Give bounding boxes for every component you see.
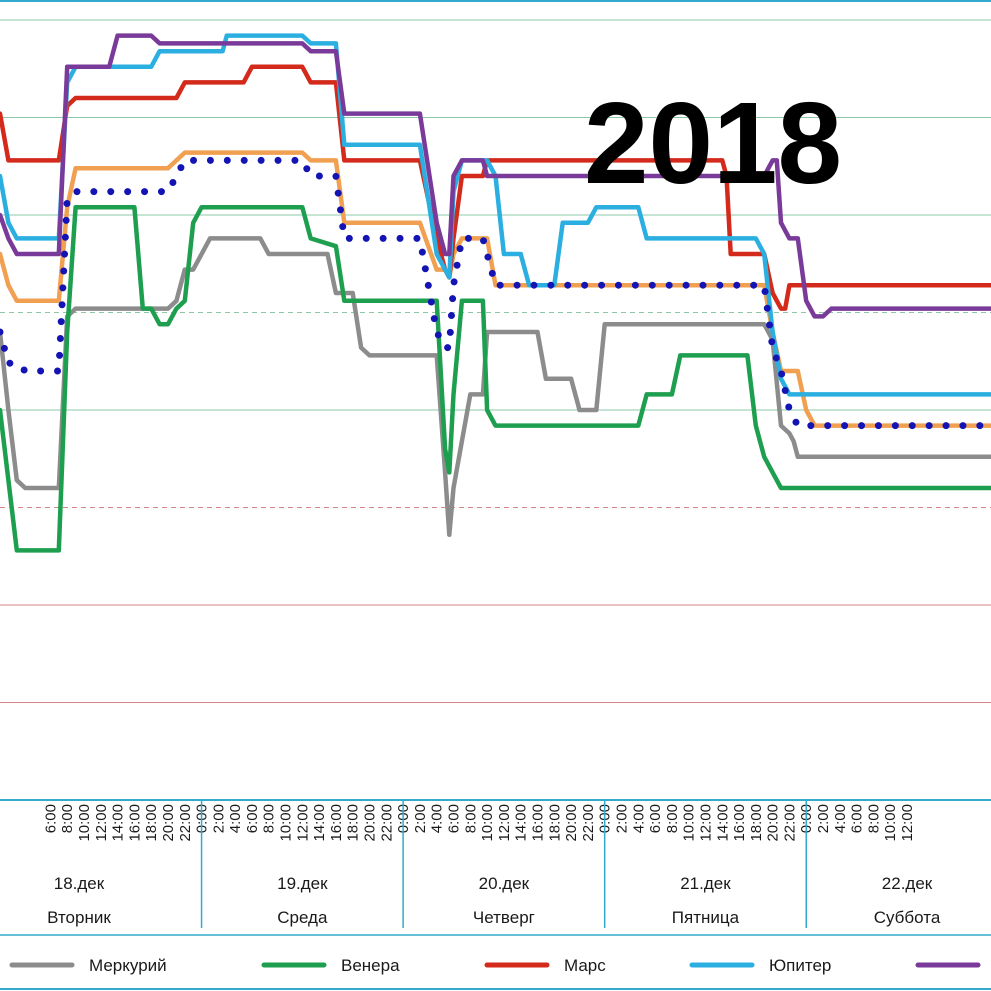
hour-tick-label: 16:00	[731, 804, 748, 842]
hour-tick-label: 8:00	[664, 804, 681, 833]
day-labels: 18.дек Вторник 19.дек Среда 20.дек Четверг 21.…	[47, 800, 941, 928]
hour-tick-label: 6:00	[446, 804, 463, 833]
hour-tick-label: 10:00	[76, 804, 93, 842]
hour-tick-label: 8:00	[462, 804, 479, 833]
legend-label: Меркурий	[89, 956, 167, 975]
day-date-label: 21.дек	[680, 874, 731, 893]
hour-tick-label: 2:00	[210, 804, 227, 833]
hour-tick-label: 6:00	[244, 804, 261, 833]
hour-tick-label: 16:00	[328, 804, 345, 842]
day-weekday-label: Пятница	[672, 908, 740, 927]
hour-tick-label: 16:00	[530, 804, 547, 842]
day-weekday-label: Среда	[277, 908, 328, 927]
hour-tick-label: 2:00	[614, 804, 631, 833]
hour-tick-label: 14:00	[110, 804, 127, 842]
hour-tick-label: 12:00	[899, 804, 916, 842]
legend-label: Юпитер	[769, 956, 831, 975]
day-weekday-label: Четверг	[473, 908, 535, 927]
hour-tick-label: 10:00	[278, 804, 295, 842]
hour-tick-label: 12:00	[294, 804, 311, 842]
hour-tick-label: 6:00	[42, 804, 59, 833]
hour-tick-label: 22:00	[781, 804, 798, 842]
legend-label: Венера	[341, 956, 400, 975]
hour-tick-label: 2:00	[412, 804, 429, 833]
hour-tick-label: 12:00	[93, 804, 110, 842]
series-line	[0, 64, 991, 311]
hour-tick-labels: 6:00 8:00 10:00 12:00 14:00 16:00 18:00 20:00 22…	[42, 804, 916, 842]
hour-tick-label: 4:00	[227, 804, 244, 833]
hour-tick-label: 18:00	[345, 804, 362, 842]
hour-tick-label: 20:00	[765, 804, 782, 842]
hour-tick-label: 12:00	[698, 804, 715, 842]
hour-tick-label: 8:00	[261, 804, 278, 833]
series-line	[0, 33, 991, 319]
day-weekday-label: Суббота	[874, 908, 941, 927]
hour-tick-label: 4:00	[832, 804, 849, 833]
hour-tick-label: 10:00	[882, 804, 899, 842]
hour-tick-label: 8:00	[865, 804, 882, 833]
day-date-label: 22.дек	[882, 874, 933, 893]
day-date-label: 18.дек	[54, 874, 105, 893]
legend-label: Марс	[564, 956, 606, 975]
series-layer	[0, 33, 991, 553]
day-weekday-label: Вторник	[47, 908, 111, 927]
hour-tick-label: 12:00	[496, 804, 513, 842]
hour-tick-label: 4:00	[630, 804, 647, 833]
series-line	[0, 236, 991, 538]
day-date-label: 19.дек	[277, 874, 328, 893]
hour-tick-label: 18:00	[143, 804, 160, 842]
hour-tick-label: 4:00	[429, 804, 446, 833]
day-date-label: 20.дек	[479, 874, 530, 893]
hour-tick-label: 14:00	[311, 804, 328, 842]
hour-tick-label: 10:00	[479, 804, 496, 842]
hour-tick-label: 16:00	[126, 804, 143, 842]
hour-tick-label: 18:00	[546, 804, 563, 842]
hour-tick-label: 20:00	[160, 804, 177, 842]
hour-tick-label: 20:00	[563, 804, 580, 842]
legend: МеркурийВенераМарсЮпитерСатурн	[9, 956, 981, 975]
hour-tick-label: 10:00	[681, 804, 698, 842]
hour-tick-label: 22:00	[177, 804, 194, 842]
hour-tick-label: 6:00	[849, 804, 866, 833]
hour-tick-label: 8:00	[59, 804, 76, 833]
hour-tick-label: 22:00	[378, 804, 395, 842]
hour-tick-label: 14:00	[714, 804, 731, 842]
hour-tick-label: 14:00	[513, 804, 530, 842]
series-line	[0, 204, 991, 553]
hour-tick-label: 2:00	[815, 804, 832, 833]
chart-title: 2018	[584, 78, 842, 208]
hour-tick-label: 20:00	[362, 804, 379, 842]
hour-tick-label: 6:00	[647, 804, 664, 833]
hour-tick-label: 18:00	[748, 804, 765, 842]
hour-tick-label: 22:00	[580, 804, 597, 842]
